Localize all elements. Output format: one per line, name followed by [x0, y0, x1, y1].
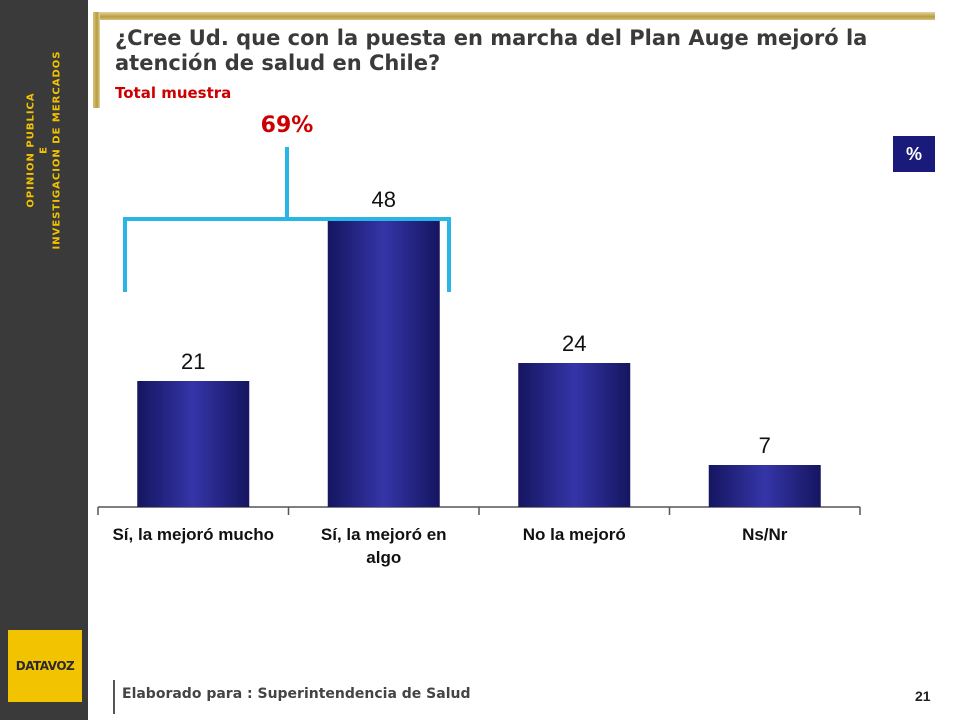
bar: [518, 363, 631, 507]
category-label: Sí, la mejoró en: [321, 525, 447, 544]
footer-divider: [113, 680, 115, 714]
header-frame-left: [93, 12, 100, 108]
bar: [327, 219, 440, 507]
chart-subtitle: Total muestra: [115, 84, 232, 102]
data-label: 7: [759, 433, 771, 458]
page-number: 21: [915, 688, 931, 704]
category-label: No la mejoró: [523, 525, 626, 544]
data-label: 24: [562, 331, 586, 356]
annotation-label: 69%: [261, 113, 314, 138]
logo-text: DATAVOZ: [15, 659, 75, 673]
unit-badge: %: [893, 136, 935, 172]
data-label: 21: [181, 349, 205, 374]
chart-title: ¿Cree Ud. que con la puesta en marcha de…: [115, 26, 868, 75]
datavoz-logo: DATAVOZ: [8, 630, 82, 702]
annotation-bracket: [123, 147, 451, 292]
data-label: 48: [372, 187, 396, 212]
footer-credit: Elaborado para : Superintendencia de Sal…: [122, 686, 471, 702]
category-label: Ns/Nr: [742, 525, 788, 544]
category-label: Sí, la mejoró mucho: [112, 525, 274, 544]
bar: [137, 381, 250, 507]
category-label: algo: [366, 548, 401, 567]
bar: [708, 465, 821, 507]
header-frame-top: [93, 12, 935, 20]
sidebar: OPINION PUBLICA E INVESTIGACION DE MERCA…: [0, 0, 88, 720]
